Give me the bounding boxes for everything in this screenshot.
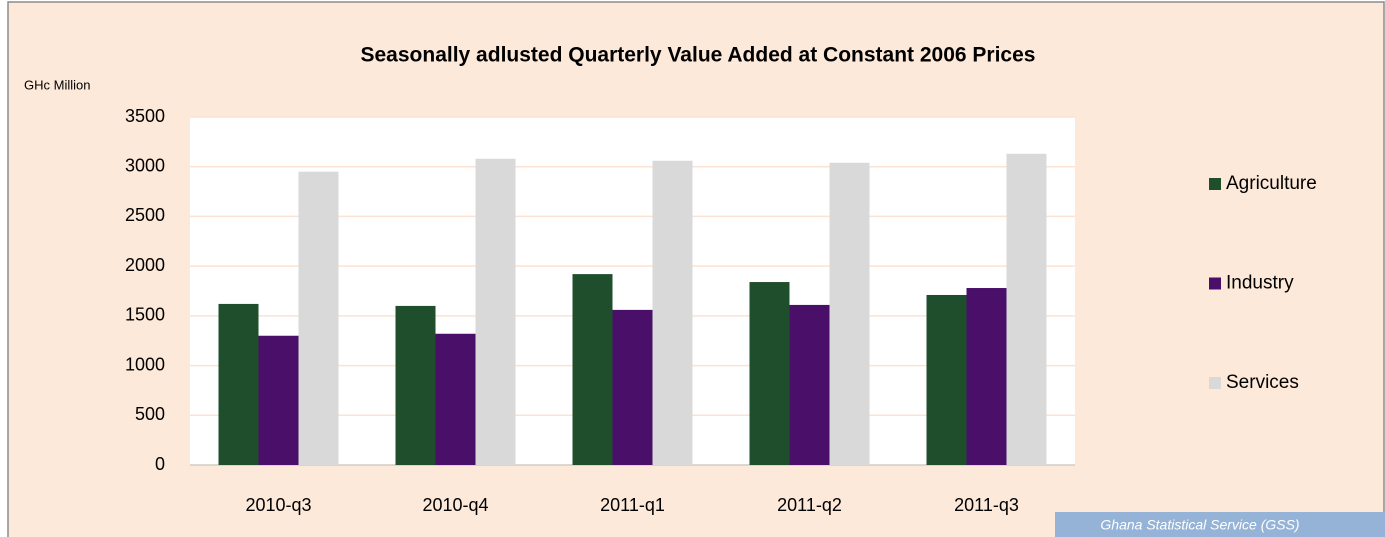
bar — [749, 282, 790, 465]
legend-label: Industry — [1226, 273, 1294, 294]
x-tick-label: 2011-q1 — [600, 495, 665, 515]
bar — [612, 309, 653, 465]
bar — [926, 294, 967, 465]
bar — [435, 333, 476, 465]
y-tick-label: 1500 — [125, 305, 165, 325]
y-tick-label: 0 — [155, 454, 165, 474]
y-axis-label: GHc Million — [24, 77, 90, 92]
bar — [258, 335, 299, 465]
bar — [652, 160, 693, 465]
x-tick-label: 2010-q4 — [422, 495, 488, 515]
bar — [475, 158, 516, 465]
bar — [1006, 153, 1047, 465]
legend-swatch — [1209, 277, 1221, 290]
bar — [298, 171, 339, 465]
y-tick-label: 1000 — [125, 354, 165, 374]
bar — [966, 288, 1007, 465]
y-tick-label: 3500 — [125, 106, 165, 126]
y-tick-label: 2000 — [125, 255, 165, 275]
x-tick-label: 2011-q3 — [954, 495, 1019, 515]
bar — [395, 305, 436, 465]
bar — [572, 274, 613, 465]
legend-swatch — [1209, 178, 1221, 190]
legend-label: Services — [1226, 372, 1299, 393]
bar — [218, 303, 259, 465]
x-tick-label: 2011-q2 — [777, 495, 842, 515]
bar — [829, 162, 870, 466]
source: Ghana Statistical Service (GSS) — [1100, 517, 1299, 533]
source-box — [1055, 512, 1385, 537]
chart-title: Seasonally adlusted Quarterly Value Adde… — [361, 44, 1036, 67]
legend-label: Agriculture — [1226, 173, 1317, 194]
bar — [789, 304, 830, 465]
x-tick-label: 2010-q3 — [245, 495, 311, 515]
y-tick-label: 500 — [135, 404, 165, 424]
legend-swatch — [1209, 377, 1221, 389]
y-tick-label: 2500 — [125, 205, 165, 225]
y-tick-label: 3000 — [125, 155, 165, 175]
